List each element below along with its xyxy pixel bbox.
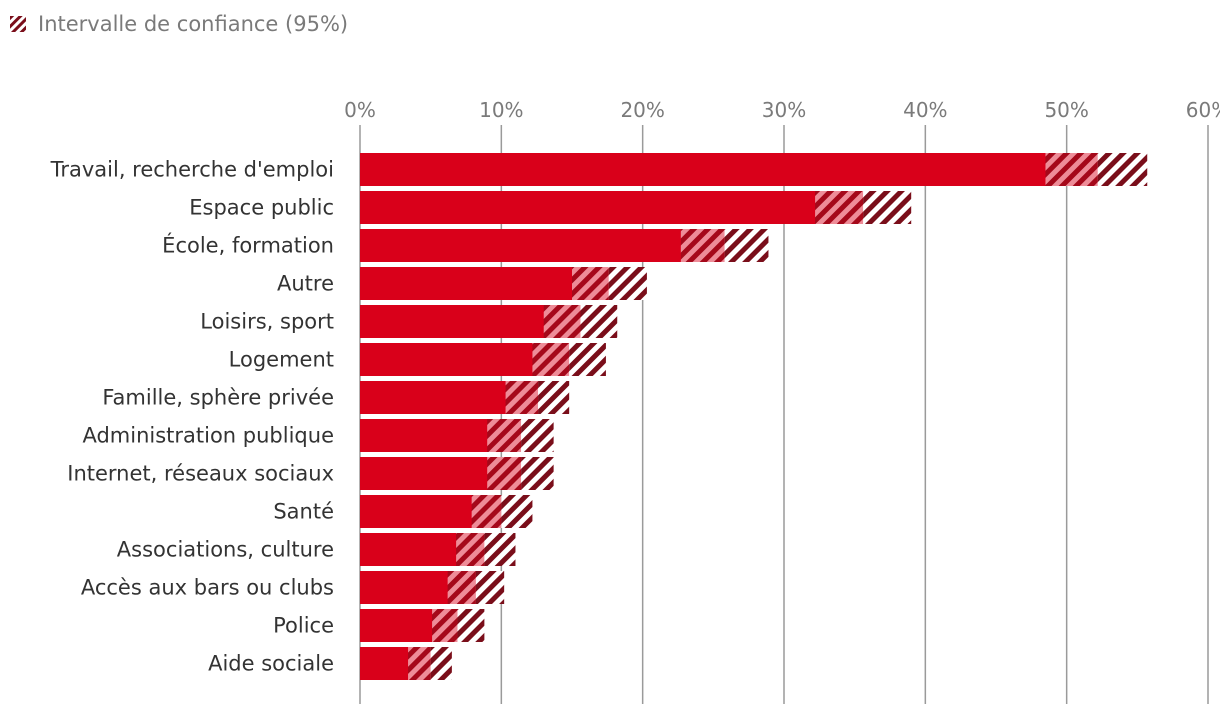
category-label-police: Police — [273, 614, 334, 638]
bar-autre — [360, 267, 609, 300]
ci-lower-autre — [572, 267, 609, 300]
ci-lower-espace-public — [815, 191, 864, 224]
ci-upper-famille-sphere-privee — [538, 381, 570, 414]
ci-lower-police — [432, 609, 458, 642]
tick-label-50: 50% — [1044, 98, 1088, 122]
bar-espace-public — [360, 191, 864, 224]
bar-ecole-formation — [360, 229, 725, 262]
ci-lower-aide-sociale — [408, 647, 431, 680]
ci-upper-sante — [501, 495, 533, 528]
ci-lower-sante — [471, 495, 502, 528]
ci-upper-espace-public — [863, 191, 912, 224]
ci-upper-acces-aux-bars-ou-clubs — [475, 571, 505, 604]
ci-upper-aide-sociale — [430, 647, 452, 680]
legend-label: Intervalle de confiance (95%) — [38, 12, 349, 36]
category-label-acces-aux-bars-ou-clubs: Accès aux bars ou clubs — [81, 576, 334, 600]
category-label-sante: Santé — [273, 500, 334, 524]
category-label-ecole-formation: École, formation — [162, 233, 334, 258]
category-label-travail-recherche-d-emploi: Travail, recherche d'emploi — [50, 158, 334, 182]
ci-lower-associations-culture — [456, 533, 485, 566]
ci-upper-travail-recherche-d-emploi — [1097, 153, 1148, 186]
tick-label-10: 10% — [479, 98, 523, 122]
ci-lower-logement — [532, 343, 570, 376]
label-layer: Travail, recherche d'emploi Espace public… — [50, 158, 334, 676]
category-label-autre: Autre — [277, 272, 334, 296]
category-label-associations-culture: Associations, culture — [117, 538, 334, 562]
ci-layer — [408, 153, 1148, 680]
ci-upper-associations-culture — [484, 533, 516, 566]
tick-label-30: 30% — [762, 98, 806, 122]
category-label-loisirs-sport: Loisirs, sport — [200, 310, 334, 334]
ci-upper-autre — [608, 267, 647, 300]
category-label-logement: Logement — [229, 348, 334, 372]
ci-lower-administration-publique — [487, 419, 522, 452]
ci-lower-famille-sphere-privee — [505, 381, 539, 414]
tick-label-0: 0% — [344, 98, 376, 122]
tick-label-20: 20% — [620, 98, 664, 122]
tick-label-60: 60% — [1186, 98, 1220, 122]
grid-layer — [359, 125, 1209, 704]
category-label-espace-public: Espace public — [189, 196, 334, 220]
legend: Intervalle de confiance (95%) — [10, 12, 348, 36]
ci-lower-acces-aux-bars-ou-clubs — [447, 571, 476, 604]
bar-travail-recherche-d-emploi — [360, 153, 1098, 186]
ci-upper-administration-publique — [521, 419, 554, 452]
category-label-aide-sociale: Aide sociale — [208, 652, 334, 676]
ci-lower-internet-reseaux-sociaux — [487, 457, 522, 490]
category-label-internet-reseaux-sociaux: Internet, réseaux sociaux — [67, 462, 334, 486]
ci-upper-police — [457, 609, 485, 642]
ci-lower-loisirs-sport — [543, 305, 581, 338]
category-label-famille-sphere-privee: Famille, sphère privée — [102, 386, 334, 410]
tick-label-40: 40% — [903, 98, 947, 122]
ci-upper-loisirs-sport — [580, 305, 618, 338]
ci-lower-travail-recherche-d-emploi — [1045, 153, 1098, 186]
ci-lower-ecole-formation — [680, 229, 725, 262]
legend-hatch-swatch — [10, 16, 26, 32]
category-label-administration-publique: Administration publique — [82, 424, 334, 448]
tick-layer: 0% 10% 20% 30% 40% 50% 60% — [344, 98, 1220, 122]
ci-upper-internet-reseaux-sociaux — [521, 457, 554, 490]
ci-upper-logement — [569, 343, 606, 376]
ci-upper-ecole-formation — [724, 229, 769, 262]
